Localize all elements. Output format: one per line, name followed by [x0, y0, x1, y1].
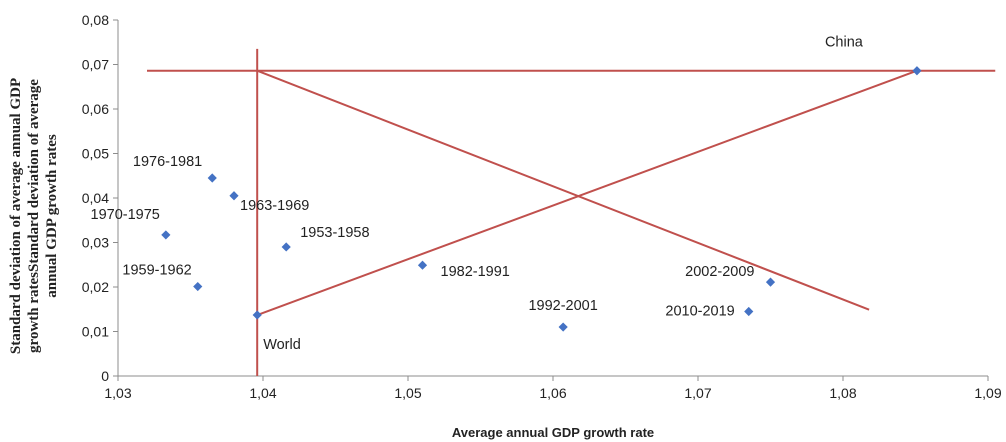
- data-point: [252, 310, 262, 320]
- reference-line: [256, 69, 918, 316]
- y-tick-label: 0,05: [82, 146, 109, 162]
- x-tick-label: 1,06: [539, 385, 566, 401]
- x-tick-label: 1,09: [974, 385, 1001, 401]
- x-tick-label: 1,07: [684, 385, 711, 401]
- data-point: [744, 306, 754, 317]
- data-label: 1953-1958: [300, 225, 369, 241]
- y-tick-label: 0,03: [82, 235, 109, 251]
- data-label: 1992-2001: [528, 298, 597, 314]
- y-axis-label-line-1: Standard deviation of average annual GDP: [8, 78, 24, 354]
- data-label: 1976-1981: [133, 154, 202, 170]
- y-tick-label: 0,02: [82, 279, 109, 295]
- y-axis-label-line-2: growth ratesStandard deviation of averag…: [26, 79, 42, 353]
- data-label: 2010-2019: [665, 303, 734, 319]
- reference-line: [256, 69, 870, 311]
- x-tick-label: 1,03: [104, 385, 131, 401]
- data-label: World: [263, 337, 301, 353]
- data-label: 1970-1975: [91, 207, 160, 223]
- y-tick-label: 0,04: [82, 190, 109, 206]
- y-tick-label: 0,07: [82, 57, 109, 73]
- data-point: [281, 242, 291, 252]
- y-tick-label: 0,01: [82, 324, 109, 340]
- data-point: [912, 66, 922, 76]
- data-point: [161, 230, 171, 240]
- data-point: [765, 277, 776, 287]
- y-axis-label-line-3: annual GDP growth rates: [44, 134, 60, 298]
- x-axis-label: Average annual GDP growth rate: [452, 425, 654, 440]
- data-point: [193, 281, 203, 292]
- data-label: 1982-1991: [441, 264, 510, 280]
- data-point: [207, 173, 217, 183]
- x-tick-label: 1,05: [394, 385, 421, 401]
- data-point: [558, 322, 568, 332]
- reference-lines: [147, 48, 996, 376]
- point-labels: 1976-1981 1963-1969 1970-1975 1953-1958 1959…: [91, 35, 864, 353]
- y-tick-label: 0: [101, 368, 109, 384]
- x-tick-label: 1,04: [249, 385, 276, 401]
- data-point: [229, 191, 239, 201]
- tick-group: 0 0,01 0,02 0,03 0,04 0,05 0,06 0,07 0,08 1,03 1,0…: [82, 12, 1002, 401]
- data-point: [417, 260, 428, 270]
- y-tick-label: 0,08: [82, 12, 109, 28]
- data-label: 1963-1969: [240, 198, 309, 214]
- x-tick-label: 1,08: [829, 385, 856, 401]
- data-points: [161, 66, 922, 332]
- data-label: China: [825, 35, 864, 51]
- data-label: 1959-1962: [122, 263, 191, 279]
- y-tick-label: 0,06: [82, 101, 109, 117]
- y-axis-label: Standard deviation of average annual GDP…: [8, 78, 60, 354]
- data-label: 2002-2009: [685, 264, 754, 280]
